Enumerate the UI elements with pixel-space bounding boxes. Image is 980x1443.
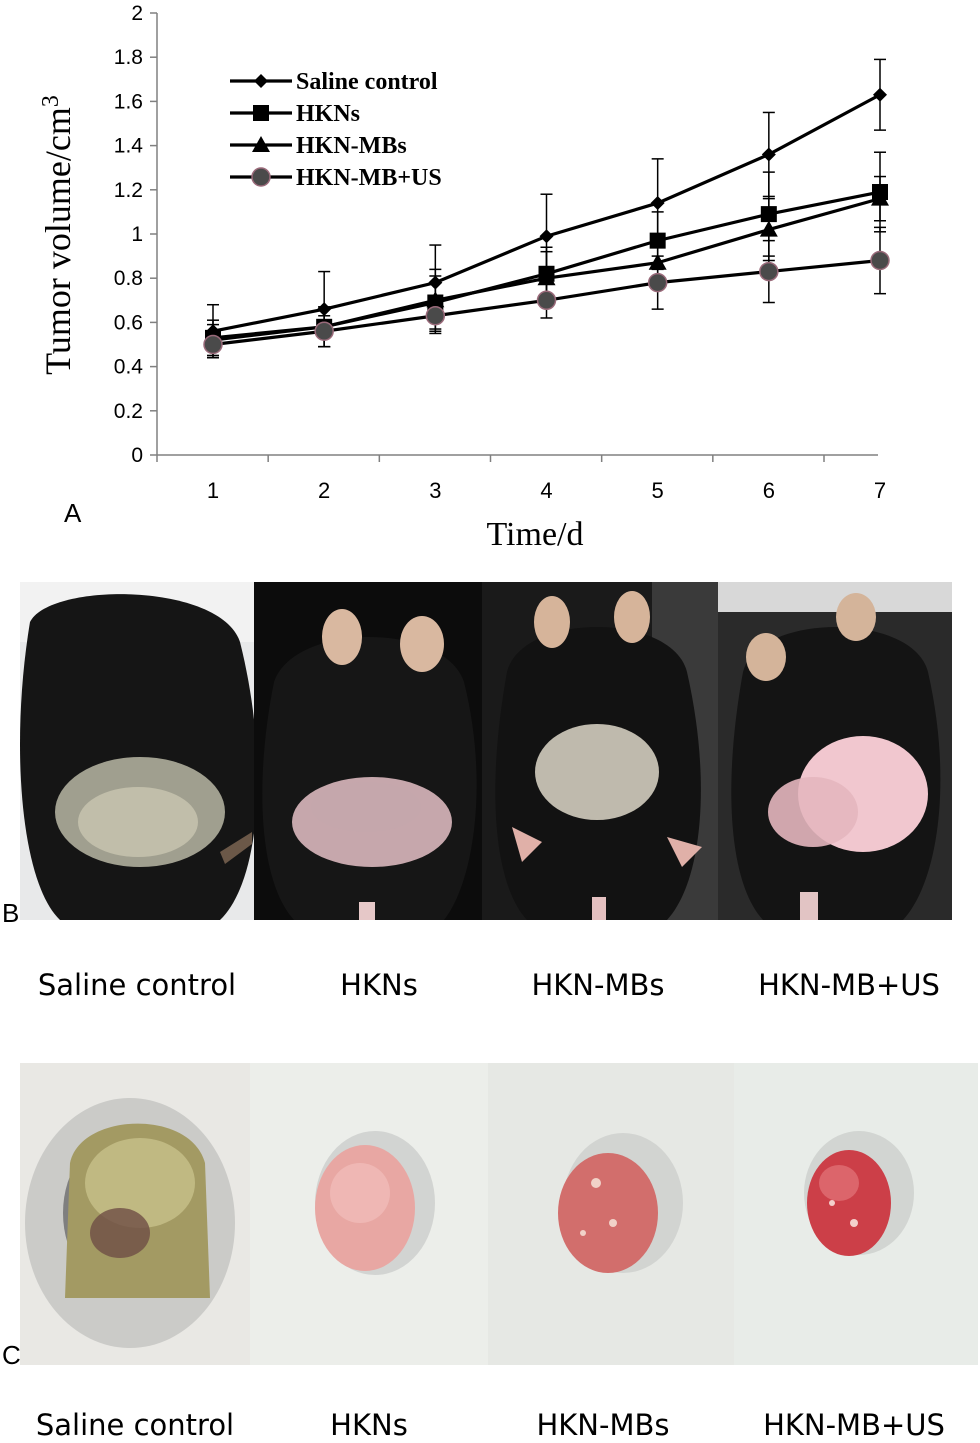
x-axis-label: Time/d [486,516,583,553]
data-point [650,196,665,211]
legend-label: HKN-MBs [296,133,407,159]
legend-marker [252,136,270,152]
tumor-photo-hkns [250,1063,488,1365]
tumor-photo-saline [20,1063,250,1365]
panel-label-a: A [64,498,82,528]
data-point [761,147,776,162]
legend-item: Saline control [230,69,438,95]
data-point [539,229,554,244]
caption-c-hkn-mbs: HKN-MBs [536,1408,670,1442]
chart-series-layer [203,58,890,359]
data-point [759,220,778,237]
mouse-photo-hkn-mb-us [718,582,952,920]
y-tick-label: 2 [131,2,143,25]
legend-label: Saline control [296,69,438,95]
data-point [759,261,779,282]
chart-axes: 0 0.2 0.4 0.6 0.8 1 1.2 1.4 1.6 1.8 2 1 2 3 4 5 6 7 [114,2,886,503]
y-tick-label: 1.6 [114,90,143,113]
legend-marker [251,167,271,187]
legend-item: HKNs [230,101,360,127]
legend-label: HKN-MB+US [296,165,442,191]
y-tick-label: 0.2 [114,400,143,423]
x-tick-label: 5 [652,478,664,503]
caption-b-saline: Saline control [37,968,237,1002]
caption-b-hkn-mbs: HKN-MBs [531,968,665,1002]
tumor-photo-hkn-mb-us [734,1063,978,1365]
data-point [537,269,556,286]
series-circle [203,226,890,359]
x-tick-label: 4 [540,478,552,503]
tumor-photo-row [20,1063,978,1365]
legend-item: HKN-MB+US [230,165,442,191]
caption-c-saline: Saline control [35,1408,235,1442]
panel-label-b: B [2,898,20,928]
x-tick-label: 7 [874,478,886,503]
y-tick-label: 0.6 [114,311,143,334]
y-tick-label: 1.8 [114,46,143,69]
tumor-volume-chart: 0 0.2 0.4 0.6 0.8 1 1.2 1.4 1.6 1.8 2 1 2 3 4 5 6 7 Salin… [38,2,890,553]
data-point [647,272,668,293]
caption-c-hkns: HKNs [330,1408,408,1442]
y-tick-label: 1.4 [114,135,144,158]
y-tick-label: 0 [131,444,143,467]
tumor-photo-hkn-mbs [488,1063,734,1365]
data-point [536,290,557,311]
y-tick-label: 0.4 [114,356,144,379]
mouse-photo-row [20,582,952,920]
caption-c-hkn-mb-us: HKN-MB+US [763,1408,945,1442]
y-tick-label: 0.8 [114,267,143,290]
data-point [203,334,223,355]
y-axis-label: Tumor volume/cm3 [38,95,78,375]
data-point [871,189,889,206]
y-tick-label: 1.2 [114,179,143,202]
legend-marker [254,74,268,88]
chart-legend: Saline control HKNs HKN-MBs HKN-MB+US [230,69,442,191]
x-tick-label: 2 [318,478,330,503]
data-point [425,306,446,326]
caption-b-hkn-mb-us: HKN-MB+US [758,968,940,1002]
x-tick-label: 1 [207,478,219,503]
mouse-photo-hkn-mbs [482,582,718,920]
legend-label: HKNs [296,101,360,127]
panel-label-c: C [2,1340,21,1370]
legend-item: HKN-MBs [230,133,407,159]
caption-b-hkns: HKNs [340,968,418,1002]
y-tick-label: 1 [131,223,143,246]
x-tick-label: 3 [429,478,441,503]
mouse-photo-hkns [254,582,482,920]
data-point [873,87,887,102]
data-point [314,321,334,341]
x-tick-label: 6 [763,478,775,503]
data-point [870,250,890,271]
mouse-photo-saline [20,582,254,920]
legend-marker [253,105,269,121]
